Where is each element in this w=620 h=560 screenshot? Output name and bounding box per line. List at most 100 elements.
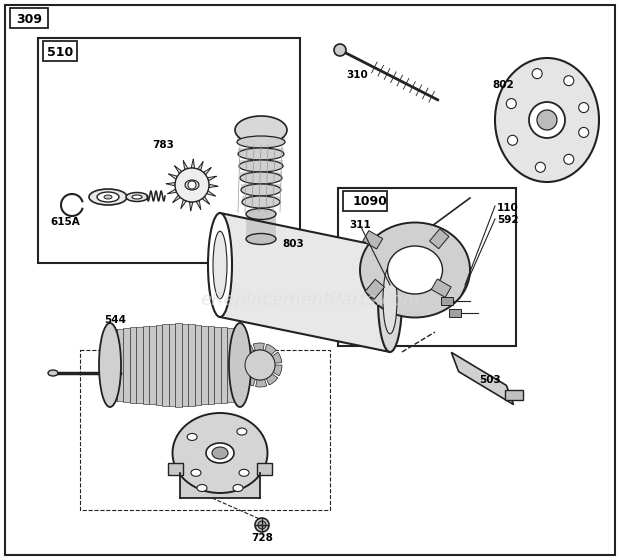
Ellipse shape	[246, 208, 276, 220]
Bar	[182, 324, 188, 407]
Bar	[130, 328, 136, 403]
Text: 615A: 615A	[50, 217, 80, 227]
Circle shape	[537, 110, 557, 130]
Bar	[239, 160, 283, 166]
Bar	[214, 327, 221, 403]
Polygon shape	[184, 161, 188, 170]
Bar	[110, 329, 117, 401]
Bar	[430, 229, 449, 249]
Ellipse shape	[104, 195, 112, 199]
Circle shape	[532, 69, 542, 78]
Wedge shape	[273, 365, 282, 376]
Ellipse shape	[97, 192, 119, 202]
Bar	[38, 38, 300, 263]
Bar	[365, 279, 384, 299]
Polygon shape	[181, 199, 186, 208]
Ellipse shape	[212, 447, 228, 459]
Bar	[449, 309, 461, 317]
Bar	[117, 329, 123, 402]
Wedge shape	[266, 374, 278, 385]
Ellipse shape	[240, 172, 282, 184]
Text: 1090: 1090	[353, 194, 388, 208]
Ellipse shape	[241, 184, 281, 196]
Ellipse shape	[197, 484, 207, 492]
Wedge shape	[242, 345, 254, 356]
Bar	[180, 473, 260, 498]
Bar	[221, 328, 228, 403]
Ellipse shape	[126, 193, 148, 202]
Wedge shape	[244, 375, 255, 386]
Text: 503: 503	[479, 375, 501, 385]
Text: 802: 802	[492, 80, 514, 90]
Ellipse shape	[132, 195, 142, 199]
Bar	[338, 188, 516, 346]
Bar	[432, 279, 451, 297]
Bar	[123, 328, 130, 402]
Polygon shape	[174, 166, 182, 174]
Circle shape	[564, 155, 574, 164]
Bar	[241, 184, 281, 190]
Ellipse shape	[239, 160, 283, 172]
Bar	[246, 214, 276, 239]
Wedge shape	[272, 352, 282, 363]
Bar	[238, 148, 284, 154]
Wedge shape	[253, 343, 264, 351]
Polygon shape	[167, 189, 177, 194]
Ellipse shape	[208, 213, 232, 317]
Bar	[242, 196, 280, 202]
Polygon shape	[166, 183, 175, 186]
Bar	[10, 8, 48, 28]
Ellipse shape	[235, 116, 287, 144]
Circle shape	[564, 76, 574, 86]
Ellipse shape	[237, 428, 247, 435]
Ellipse shape	[239, 469, 249, 477]
Ellipse shape	[238, 148, 284, 160]
Polygon shape	[169, 174, 177, 179]
Wedge shape	[238, 367, 248, 378]
Wedge shape	[255, 379, 267, 387]
Circle shape	[245, 350, 275, 380]
Polygon shape	[206, 191, 216, 196]
Text: 592: 592	[497, 215, 518, 225]
Bar	[136, 327, 143, 403]
Text: 783: 783	[152, 140, 174, 150]
Text: 309: 309	[16, 12, 42, 26]
Bar	[168, 463, 183, 475]
Bar	[169, 324, 175, 407]
Polygon shape	[207, 176, 216, 181]
Circle shape	[529, 102, 565, 138]
Polygon shape	[196, 200, 201, 209]
Circle shape	[578, 128, 589, 137]
Wedge shape	[265, 344, 277, 355]
Bar	[162, 324, 169, 406]
Bar	[363, 231, 383, 249]
Polygon shape	[173, 195, 180, 203]
Text: 544: 544	[104, 315, 126, 325]
Circle shape	[507, 99, 516, 109]
Circle shape	[255, 518, 269, 532]
Ellipse shape	[99, 323, 121, 407]
Circle shape	[334, 44, 346, 56]
Text: eReplacementParts.com: eReplacementParts.com	[200, 291, 420, 309]
Ellipse shape	[206, 443, 234, 463]
Circle shape	[258, 521, 266, 529]
Ellipse shape	[233, 484, 243, 492]
Text: 803: 803	[282, 239, 304, 249]
Bar	[505, 390, 523, 400]
Ellipse shape	[191, 469, 201, 477]
Bar	[237, 136, 285, 142]
Circle shape	[175, 168, 209, 202]
Bar	[441, 297, 453, 305]
Polygon shape	[451, 352, 513, 404]
Ellipse shape	[89, 189, 127, 205]
Ellipse shape	[246, 234, 276, 245]
Bar	[208, 326, 215, 404]
Ellipse shape	[388, 246, 443, 294]
Bar	[143, 326, 149, 404]
Polygon shape	[190, 202, 193, 211]
Text: 728: 728	[251, 533, 273, 543]
Bar	[156, 325, 162, 405]
Wedge shape	[238, 354, 247, 365]
Ellipse shape	[48, 370, 58, 376]
Bar	[227, 328, 234, 402]
